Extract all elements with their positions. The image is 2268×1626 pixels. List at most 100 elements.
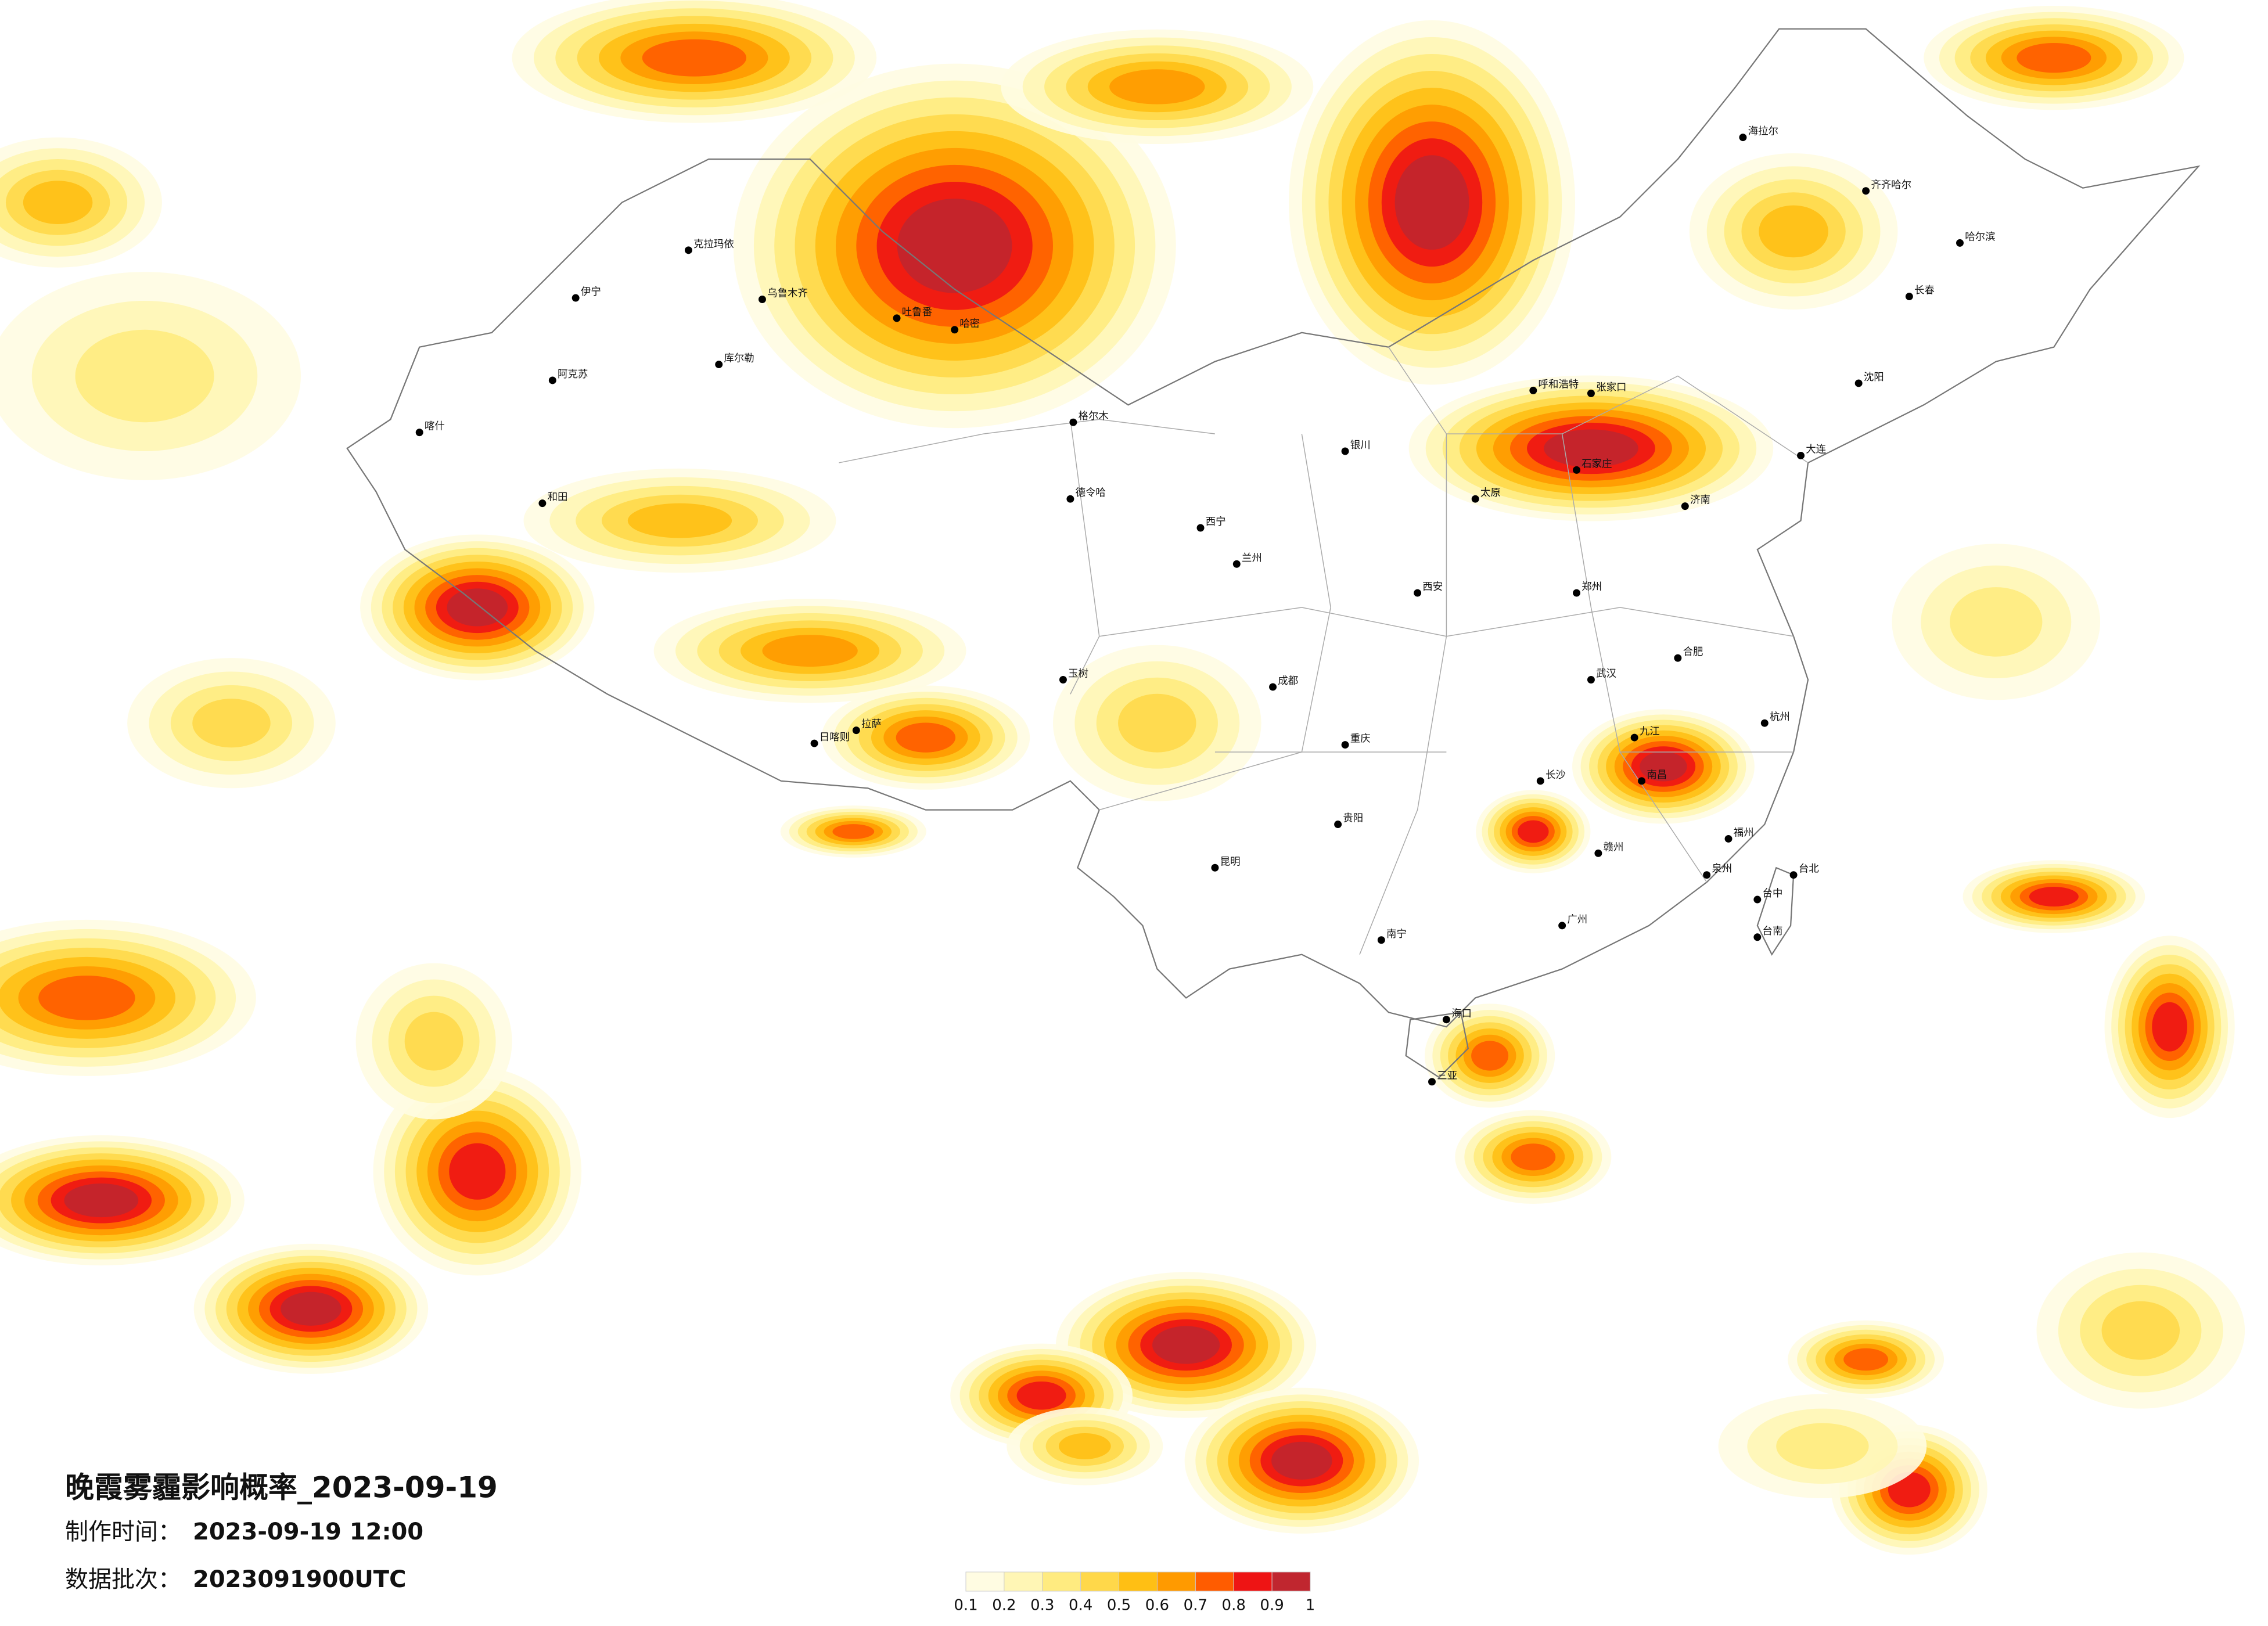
legend-tick-label: 0.5 [1107, 1597, 1131, 1614]
legend-tick-label: 0.8 [1222, 1597, 1246, 1614]
city-label: 济南 [1690, 495, 1710, 506]
city-label: 和田 [548, 492, 568, 503]
city-dot [1428, 1078, 1436, 1086]
city-label: 哈尔滨 [1965, 231, 1995, 243]
haze-field [0, 0, 2245, 1555]
haze-patch [1109, 69, 1205, 105]
legend-swatch [1042, 1571, 1081, 1592]
city-dot [1341, 741, 1349, 749]
city-dot [1681, 502, 1689, 510]
haze-patch [75, 329, 214, 423]
city-dot [1674, 654, 1682, 662]
city-label: 兰州 [1242, 552, 1262, 564]
legend-tick-label: 0.7 [1184, 1597, 1207, 1614]
map-title: 晚霞雾霾影响概率_2023-09-19 [65, 1471, 498, 1505]
city-dot [1753, 895, 1762, 904]
haze-patch [2152, 1002, 2187, 1052]
info-value: 2023-09-19 12:00 [193, 1519, 423, 1545]
haze-patch [23, 181, 93, 225]
haze-patch [627, 503, 732, 538]
city-label: 台中 [1763, 888, 1783, 900]
haze-patch [1759, 205, 1828, 258]
city-label: 拉萨 [861, 719, 882, 731]
city-dot [415, 429, 423, 437]
city-dot [1536, 777, 1544, 785]
legend-tick-label: 1 [1306, 1597, 1315, 1614]
haze-patch [1471, 1041, 1509, 1071]
taiwan [1756, 866, 1795, 956]
city-label: 克拉玛依 [693, 239, 734, 250]
haze-patch [897, 199, 1012, 293]
city-label: 成都 [1278, 675, 1298, 687]
city-label: 格尔木 [1079, 411, 1109, 422]
city-dot [1724, 834, 1733, 843]
haze-patch [1518, 820, 1549, 843]
city-label: 台北 [1799, 864, 1819, 875]
haze-patch [1640, 751, 1687, 782]
legend: 0.1 0.2 0.3 0.4 0.5 0.6 0.7 0.8 0.9 1 [954, 1571, 1315, 1614]
city-label: 九江 [1640, 726, 1660, 738]
city-label: 喀什 [425, 421, 445, 433]
haze-patch [1511, 1143, 1556, 1171]
city-dot [1587, 389, 1595, 397]
haze-patch [192, 699, 271, 748]
haze-patch [1394, 155, 1469, 250]
city-label: 南昌 [1647, 769, 1667, 781]
city-label: 齐齐哈尔 [1871, 179, 1911, 191]
city-dot [1703, 871, 1711, 879]
city-label: 三亚 [1437, 1070, 1457, 1082]
haze-patch [1950, 587, 2043, 657]
city-label: 泉州 [1712, 864, 1732, 875]
city-label: 日喀则 [820, 732, 850, 743]
city-dot [1594, 849, 1602, 857]
city-dot [1789, 871, 1798, 879]
legend-swatch [1004, 1571, 1043, 1592]
city-label: 呼和浩特 [1539, 379, 1579, 390]
haze-patch [1016, 1381, 1066, 1410]
city-label: 吐鲁番 [902, 307, 932, 318]
info-label: 制作时间： [65, 1519, 181, 1545]
haze-patch [38, 975, 135, 1020]
country-border [346, 28, 2201, 1028]
city-label: 德令哈 [1076, 487, 1106, 499]
city-dot [852, 726, 860, 735]
city-dot [1956, 239, 1964, 247]
city-dot [1573, 466, 1581, 474]
haze-patch [762, 635, 858, 667]
city-dot [538, 499, 547, 508]
city-label: 石家庄 [1582, 458, 1612, 470]
city-dot [1377, 936, 1385, 944]
city-dot [1862, 187, 1870, 195]
city-label: 伊宁 [581, 286, 601, 298]
city-label: 杭州 [1770, 711, 1790, 723]
haze-patch [1058, 1433, 1111, 1459]
legend-tick-label: 0.2 [992, 1597, 1016, 1614]
city-dot [1573, 589, 1581, 597]
city-label: 福州 [1734, 827, 1754, 839]
haze-patch [447, 588, 508, 627]
city-label: 阿克苏 [558, 369, 588, 380]
city-dot [1442, 1016, 1450, 1024]
haze-patch [281, 1292, 342, 1326]
legend-swatch [965, 1571, 1005, 1592]
haze-patch [404, 1012, 463, 1071]
city-dot [1232, 560, 1241, 568]
legend-tick-label: 0.9 [1260, 1597, 1284, 1614]
city-dot [758, 296, 766, 303]
city-dot [1638, 777, 1646, 785]
info-value: 2023091900UTC [193, 1566, 406, 1593]
haze-patch [896, 722, 956, 753]
city-dot [1341, 447, 1349, 455]
city-dot [1069, 418, 1077, 426]
haze-patch [449, 1143, 506, 1200]
city-dot [1334, 821, 1342, 829]
city-dot [1797, 452, 1805, 459]
city-label: 库尔勒 [724, 353, 754, 365]
city-dot [1854, 379, 1863, 387]
haze-patch [1271, 1441, 1332, 1480]
city-dot [1587, 676, 1595, 684]
city-dot [1558, 922, 1566, 930]
